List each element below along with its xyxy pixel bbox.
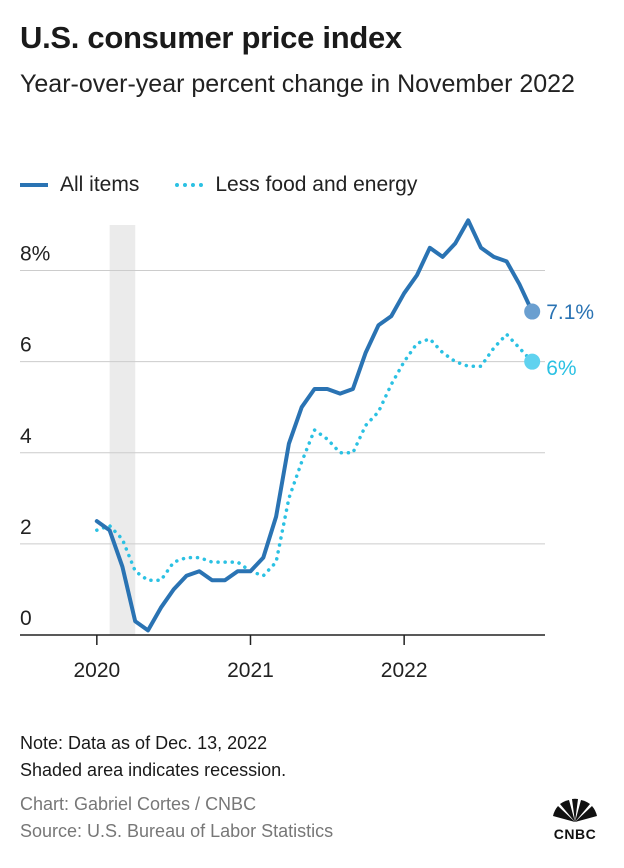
chart-note: Note: Data as of Dec. 13, 2022 Shaded ar… [20, 730, 286, 784]
legend-item-less-food-energy: Less food and energy [175, 173, 417, 197]
series-line-all-items [94, 218, 535, 633]
y-tick-label: 8% [20, 243, 50, 266]
cnbc-logo-text: CNBC [553, 826, 597, 842]
y-tick-label: 0 [20, 607, 32, 630]
end-marker-all-items [524, 303, 541, 320]
series-line-less-food-energy [95, 332, 534, 583]
y-tick-label: 2 [20, 516, 32, 539]
chart-credits: Chart: Gabriel Cortes / CNBC Source: U.S… [20, 791, 333, 845]
cpi-line-chart: 0 2 4 6 8% 2020 2021 2022 6% 7.1% [20, 218, 594, 682]
chart-title: U.S. consumer price index [20, 20, 402, 55]
x-tick-label: 2020 [73, 659, 120, 682]
end-label-all-items: 7.1% [546, 301, 594, 324]
x-tick-label: 2022 [381, 659, 428, 682]
note-line-1: Note: Data as of Dec. 13, 2022 [20, 733, 268, 753]
legend-swatch-less-food-energy [175, 183, 204, 187]
source-credit: Source: U.S. Bureau of Labor Statistics [20, 821, 334, 841]
note-line-2: Shaded area indicates recession. [20, 760, 287, 780]
legend-swatch-all-items [20, 183, 48, 187]
y-tick-label: 4 [20, 425, 32, 448]
end-label-less-food-energy: 6% [546, 357, 576, 380]
x-tick-label: 2021 [227, 659, 274, 682]
legend-label-less-food-energy: Less food and energy [215, 173, 418, 196]
legend-label-all-items: All items [60, 173, 140, 196]
legend-item-all-items: All items [20, 173, 139, 197]
cnbc-peacock-logo [553, 798, 597, 822]
end-marker-less-food-energy [524, 353, 541, 370]
chart-subtitle: Year-over-year percent change in Novembe… [20, 70, 575, 98]
chart-credit: Chart: Gabriel Cortes / CNBC [20, 794, 257, 814]
y-tick-label: 6 [20, 334, 32, 357]
legend: All items Less food and energy [20, 170, 453, 200]
